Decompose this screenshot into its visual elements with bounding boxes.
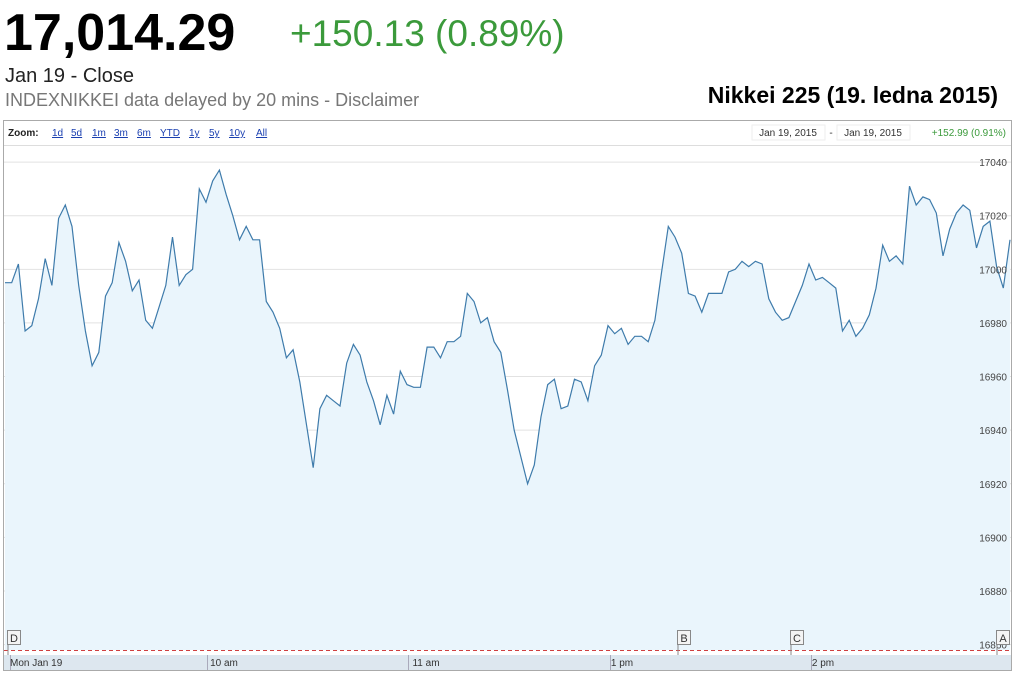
zoom-option[interactable]: 1y [189, 128, 200, 139]
x-axis-bar [4, 655, 1011, 670]
y-tick-label: 16960 [979, 373, 1007, 384]
y-tick-label: 17020 [979, 212, 1007, 223]
x-tick-label: Mon Jan 19 [10, 658, 63, 669]
news-flag[interactable] [790, 630, 804, 645]
x-tick-label: 11 am [412, 658, 439, 669]
x-tick-label: 1 pm [611, 658, 633, 669]
zoom-option[interactable]: 1d [52, 128, 63, 139]
x-tick-label: 10 am [210, 658, 238, 669]
zoom-option[interactable]: 3m [114, 128, 128, 139]
zoom-option[interactable]: YTD [160, 128, 180, 139]
area-fill [5, 170, 1010, 650]
y-tick-label: 16900 [979, 533, 1007, 544]
y-tick-label: 16920 [979, 480, 1007, 491]
zoom-label: Zoom: [8, 128, 39, 139]
range-change: +152.99 (0.91%) [932, 128, 1006, 139]
zoom-option[interactable]: 10y [229, 128, 245, 139]
close-label: Jan 19 - Close [5, 65, 134, 87]
zoom-option[interactable]: All [256, 128, 267, 139]
flag-label[interactable]: A [999, 633, 1007, 645]
y-tick-label: 17000 [979, 265, 1007, 276]
caption: Nikkei 225 (19. ledna 2015) [708, 82, 998, 108]
zoom-option[interactable]: 6m [137, 128, 151, 139]
date-separator: - [829, 128, 832, 139]
price-change: +150.13 (0.89%) [290, 13, 565, 54]
news-flag[interactable] [996, 630, 1010, 645]
disclaimer[interactable]: INDEXNIKKEI data delayed by 20 mins - Di… [5, 90, 419, 110]
date-box[interactable] [751, 124, 826, 141]
price-line [5, 168, 1011, 486]
x-tick-label: 2 pm [812, 658, 834, 669]
date-from[interactable]: Jan 19, 2015 [759, 128, 817, 139]
flag-label[interactable]: C [793, 633, 801, 645]
y-tick-label: 16980 [979, 319, 1007, 330]
flag-label[interactable]: B [680, 633, 687, 645]
news-flag[interactable] [677, 630, 691, 645]
zoom-option[interactable]: 1m [92, 128, 106, 139]
zoom-option[interactable]: 5y [209, 128, 220, 139]
zoom-option[interactable]: 5d [71, 128, 82, 139]
y-tick-label: 16940 [979, 426, 1007, 437]
y-tick-label: 16860 [979, 641, 1007, 652]
date-box[interactable] [836, 124, 911, 141]
y-tick-label: 16880 [979, 587, 1007, 598]
date-to[interactable]: Jan 19, 2015 [844, 128, 902, 139]
y-tick-label: 17040 [979, 158, 1007, 169]
news-flag[interactable] [7, 630, 21, 645]
flag-label[interactable]: D [10, 633, 18, 645]
price: 17,014.29 [4, 4, 235, 62]
